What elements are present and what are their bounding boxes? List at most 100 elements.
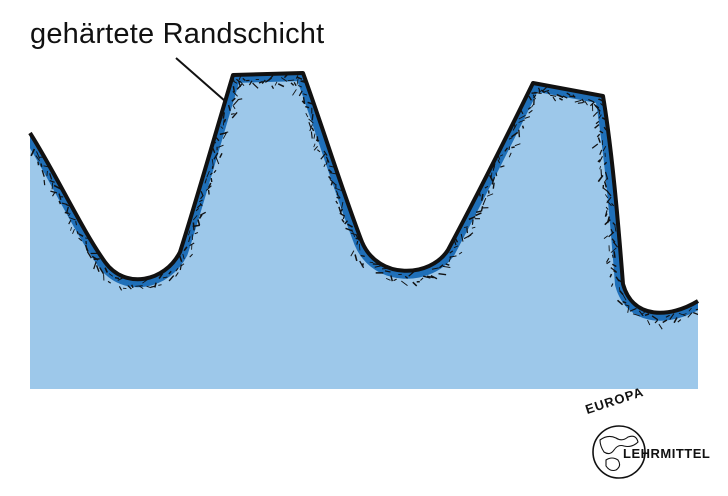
hatch-stroke	[603, 235, 609, 239]
hatch-stroke	[158, 284, 162, 286]
hatch-stroke	[233, 80, 238, 84]
hatch-stroke	[486, 193, 494, 197]
hatch-stroke	[267, 75, 274, 82]
hatch-stroke	[315, 139, 320, 142]
hatch-stroke	[43, 179, 46, 186]
hatch-stroke	[209, 172, 213, 176]
hatch-stroke	[595, 120, 600, 125]
hatch-stroke	[599, 165, 602, 170]
hatch-stroke	[624, 304, 630, 307]
hatch-stroke	[127, 285, 132, 290]
hatch-stroke	[53, 184, 61, 190]
hatch-stroke	[78, 237, 83, 242]
hatch-stroke	[540, 89, 546, 94]
hatch-stroke	[605, 206, 609, 210]
hatch-stroke	[325, 159, 328, 165]
hatch-stroke	[301, 100, 306, 104]
hatch-stroke	[445, 263, 450, 266]
hatch-stroke	[335, 190, 339, 195]
hatch-stroke	[75, 221, 78, 226]
hatch-stroke	[484, 185, 489, 189]
hatch-stroke	[449, 255, 457, 258]
hatch-stroke	[154, 282, 157, 288]
hatch-stroke	[195, 208, 200, 212]
hatch-stroke	[556, 93, 564, 99]
hatch-stroke	[654, 319, 659, 324]
hatch-stroke	[295, 75, 299, 79]
hatch-stroke	[504, 147, 509, 152]
hatch-stroke	[205, 185, 212, 191]
hatch-stroke	[463, 226, 468, 229]
hatch-stroke	[597, 159, 601, 163]
hatch-stroke	[678, 312, 686, 317]
hatch-stroke	[37, 161, 40, 166]
hatch-stroke	[35, 155, 41, 162]
hatch-stroke	[438, 273, 447, 276]
hardened-layer-hatching	[25, 73, 706, 330]
hatch-stroke	[596, 133, 601, 138]
hatch-stroke	[146, 285, 152, 289]
hatch-stroke	[25, 146, 27, 151]
hatch-stroke	[199, 199, 203, 203]
hatch-stroke	[345, 227, 353, 232]
hatch-stroke	[695, 308, 698, 311]
hatch-stroke	[350, 250, 355, 257]
hatch-stroke	[527, 106, 532, 110]
hatch-stroke	[606, 190, 612, 197]
hatch-stroke	[603, 126, 607, 131]
hatch-stroke	[335, 200, 339, 205]
hatch-stroke	[499, 154, 504, 157]
hatch-stroke	[108, 273, 114, 277]
hatch-stroke	[297, 85, 302, 88]
hatch-stroke	[93, 258, 100, 261]
hatch-stroke	[662, 319, 668, 324]
hatch-stroke	[207, 182, 212, 189]
hatch-stroke	[107, 280, 111, 284]
hatch-stroke	[489, 174, 494, 182]
hatch-stroke	[511, 131, 519, 138]
hatch-stroke	[593, 103, 600, 109]
hatch-stroke	[182, 253, 185, 260]
hatch-stroke	[189, 242, 195, 247]
hatch-stroke	[598, 114, 602, 119]
hatch-stroke	[604, 194, 609, 199]
hatch-stroke	[566, 92, 571, 96]
hatch-stroke	[219, 132, 227, 136]
hatch-stroke	[581, 98, 585, 104]
hatch-stroke	[104, 267, 109, 273]
hatch-stroke	[64, 211, 69, 215]
hatch-stroke	[609, 273, 613, 278]
hatch-stroke	[311, 127, 315, 132]
gear-outline	[28, 71, 700, 315]
hatch-stroke	[305, 112, 309, 118]
hatch-stroke	[449, 250, 454, 254]
hatch-stroke	[622, 300, 627, 304]
hatch-stroke	[700, 310, 706, 313]
hatch-stroke	[99, 267, 105, 275]
hatch-stroke	[95, 265, 100, 272]
hatch-stroke	[296, 76, 303, 80]
hatch-stroke	[610, 228, 614, 234]
hatch-stroke	[204, 178, 207, 184]
hatch-stroke	[552, 96, 557, 102]
hatch-stroke	[68, 217, 76, 221]
hatch-stroke	[460, 233, 464, 242]
hatch-stroke	[199, 202, 203, 207]
hatch-stroke	[76, 231, 79, 235]
gear-core	[30, 73, 698, 389]
hatch-stroke	[68, 212, 71, 217]
hatch-stroke	[308, 118, 314, 124]
hatch-stroke	[361, 263, 364, 267]
hatch-stroke	[237, 98, 243, 101]
hatch-stroke	[200, 195, 204, 200]
hatch-stroke	[313, 145, 318, 151]
hatch-stroke	[277, 83, 285, 88]
hatch-stroke	[599, 149, 603, 156]
hatch-stroke	[558, 97, 563, 101]
hatch-stroke	[385, 278, 391, 281]
hatch-stroke	[521, 125, 525, 129]
hatch-stroke	[36, 151, 41, 159]
hatch-stroke	[197, 219, 201, 226]
hatch-stroke	[41, 170, 45, 177]
